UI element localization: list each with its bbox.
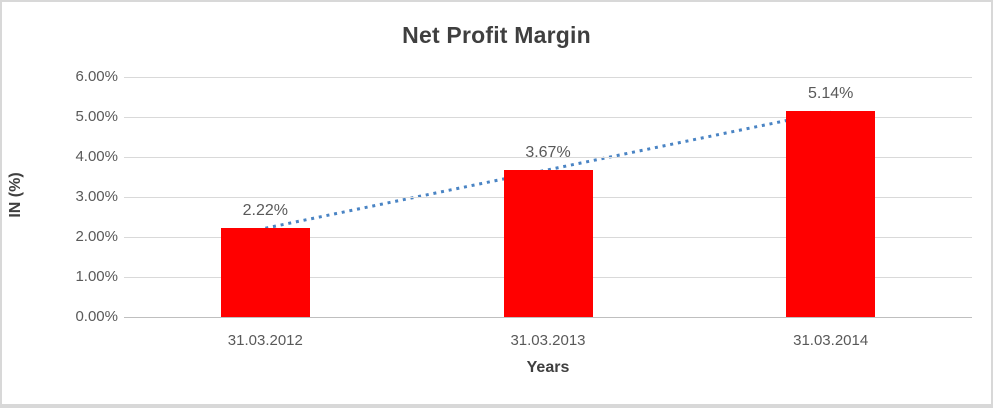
data-label: 3.67%	[525, 144, 571, 162]
x-tick-label: 31.03.2013	[510, 332, 586, 349]
y-tick-label: 1.00%	[75, 268, 118, 285]
data-label: 5.14%	[807, 85, 854, 103]
x-axis-title: Years	[526, 359, 570, 376]
x-tick-label: 31.03.2012	[227, 332, 303, 349]
y-tick-label: 3.00%	[75, 188, 118, 205]
y-tick-label: 0.00%	[75, 308, 118, 325]
y-tick-label: 6.00%	[75, 68, 118, 85]
plot-area: 2.22% 3.67% 5.14%	[124, 77, 972, 318]
gridline	[124, 77, 972, 78]
x-tick-label: 31.03.2014	[793, 332, 869, 349]
y-tick-label: 2.00%	[75, 228, 118, 245]
bar-31.03.2012	[220, 228, 310, 317]
y-tick-label: 4.00%	[75, 148, 118, 165]
x-axis-line	[124, 317, 972, 318]
y-axis-title: IN (%)	[7, 172, 24, 218]
bar-31.03.2013	[503, 170, 593, 317]
y-tick-label: 5.00%	[75, 108, 118, 125]
data-label: 2.22%	[242, 202, 289, 220]
gridline	[124, 117, 972, 118]
bar-31.03.2014	[786, 111, 876, 317]
gridline	[124, 157, 972, 158]
chart-title: Net Profit Margin	[402, 22, 591, 48]
